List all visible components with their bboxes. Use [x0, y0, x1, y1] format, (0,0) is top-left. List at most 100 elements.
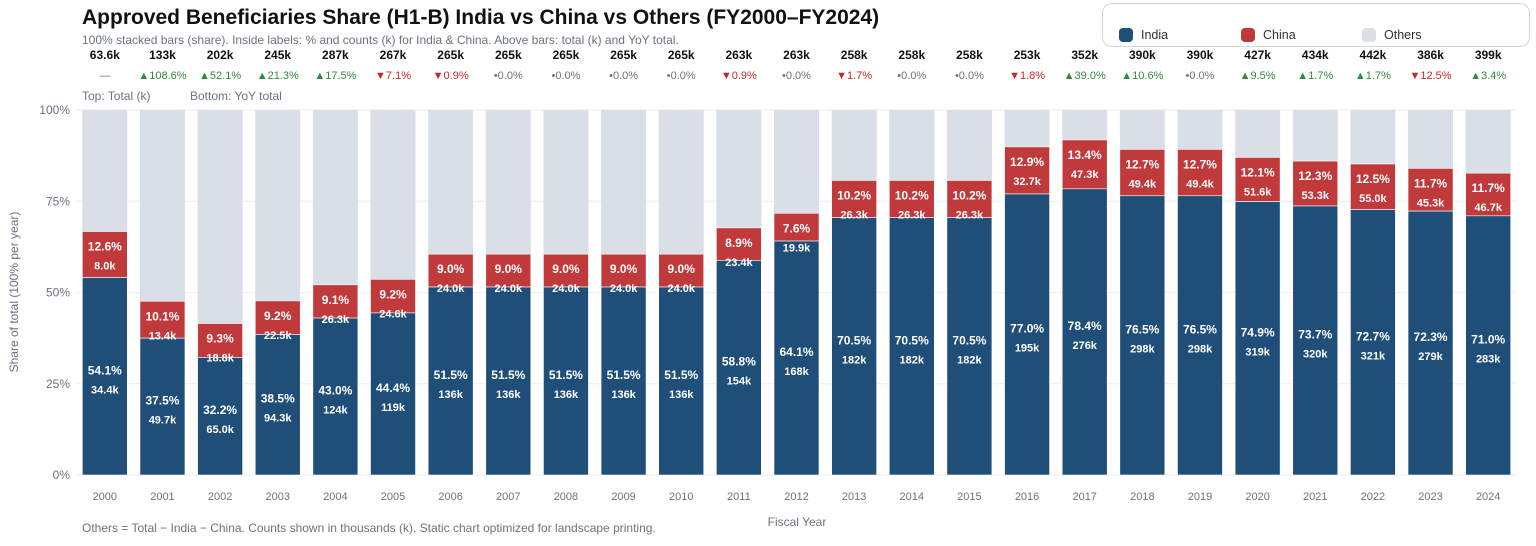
- y-tick-label: 100%: [39, 103, 70, 117]
- china-count-label: 53.3k: [1301, 190, 1329, 202]
- total-label: 267k: [380, 48, 407, 62]
- china-count-label: 24.6k: [379, 308, 407, 320]
- china-pct-label: 13.4%: [1068, 148, 1102, 162]
- bar-india: [427, 286, 474, 476]
- india-pct-label: 64.1%: [779, 345, 813, 359]
- china-pct-label: 12.1%: [1241, 165, 1275, 179]
- india-pct-label: 44.4%: [376, 381, 410, 395]
- bar-india: [1061, 188, 1108, 476]
- bar-others: [774, 110, 819, 214]
- x-tick-label: 2016: [1015, 491, 1039, 503]
- bar-china: [1119, 149, 1166, 197]
- india-pct-label: 72.3%: [1414, 330, 1448, 344]
- yoy-label: ▲17.5%: [314, 70, 356, 82]
- china-count-label: 55.0k: [1359, 193, 1387, 205]
- yoy-label: ▲1.7%: [1355, 70, 1391, 82]
- bar-china: [312, 284, 359, 319]
- china-pct-label: 12.6%: [88, 240, 122, 254]
- india-count-label: 136k: [669, 389, 694, 401]
- total-label: 263k: [726, 48, 753, 62]
- total-label: 352k: [1071, 48, 1098, 62]
- bar-india: [716, 260, 762, 476]
- x-tick-label: 2014: [900, 491, 924, 503]
- bar-china: [1407, 168, 1454, 212]
- india-pct-label: 32.2%: [203, 403, 237, 417]
- x-tick-label: 2023: [1418, 491, 1442, 503]
- china-pct-label: 10.2%: [837, 188, 871, 202]
- bar-others: [197, 110, 243, 324]
- china-pct-label: 12.7%: [1125, 157, 1159, 171]
- bar-china: [1177, 149, 1223, 197]
- china-count-label: 24.0k: [552, 283, 580, 295]
- china-pct-label: 12.3%: [1298, 169, 1332, 183]
- chart-title: Approved Beneficiaries Share (H1-B) Indi…: [82, 6, 880, 29]
- bar-others: [1350, 110, 1396, 165]
- bar-india: [1004, 193, 1050, 476]
- india-pct-label: 70.5%: [837, 333, 871, 347]
- bar-china: [543, 253, 589, 288]
- bar-india: [543, 286, 589, 476]
- x-tick-label: 2018: [1130, 491, 1154, 503]
- china-pct-label: 10.1%: [145, 309, 179, 323]
- legend-item-others[interactable]: Others: [1362, 28, 1422, 42]
- bar-india: [1465, 215, 1511, 476]
- india-pct-label: 51.5%: [607, 368, 641, 382]
- yoy-label: ▲9.5%: [1240, 70, 1276, 82]
- china-count-label: 51.6k: [1244, 186, 1272, 198]
- bar-india: [82, 277, 128, 476]
- top-label-note: Top: Total (k): [82, 89, 150, 103]
- china-count-label: 24.0k: [437, 283, 465, 295]
- bar-china: [888, 180, 935, 218]
- india-count-label: 119k: [381, 402, 406, 414]
- yoy-label: ▲39.0%: [1064, 70, 1106, 82]
- china-count-label: 26.3k: [322, 314, 350, 326]
- china-pct-label: 9.0%: [552, 262, 580, 276]
- china-pct-label: 10.2%: [952, 188, 986, 202]
- china-count-label: 32.7k: [1013, 176, 1041, 188]
- china-count-label: 45.3k: [1417, 197, 1445, 209]
- x-tick-label: 2021: [1303, 491, 1327, 503]
- india-count-label: 182k: [842, 354, 867, 366]
- bar-others: [1465, 110, 1511, 174]
- total-label: 258k: [841, 48, 868, 62]
- china-count-label: 19.9k: [783, 242, 811, 254]
- india-pct-label: 74.9%: [1241, 325, 1275, 339]
- legend-item-china[interactable]: China: [1241, 28, 1296, 42]
- india-pct-label: 38.5%: [261, 392, 295, 406]
- bar-china: [139, 300, 186, 339]
- legend-item-india[interactable]: India: [1119, 28, 1168, 42]
- bar-india: [1350, 209, 1396, 476]
- x-tick-label: 2024: [1476, 491, 1500, 503]
- bar-others: [946, 110, 992, 181]
- bar-china: [831, 180, 877, 218]
- chart-footer: Others = Total − India − China. Counts s…: [82, 521, 656, 535]
- china-pct-label: 9.2%: [264, 309, 292, 323]
- x-tick-label: 2012: [784, 491, 808, 503]
- yoy-label: ▲21.3%: [257, 70, 299, 82]
- total-label: 399k: [1475, 48, 1502, 62]
- legend-label: China: [1263, 28, 1296, 42]
- china-pct-label: 7.6%: [783, 221, 811, 235]
- india-pct-label: 77.0%: [1010, 321, 1044, 335]
- total-label: 202k: [207, 48, 234, 62]
- china-pct-label: 10.2%: [895, 188, 929, 202]
- x-tick-label: 2001: [150, 491, 174, 503]
- total-label: 427k: [1244, 48, 1271, 62]
- bar-others: [831, 110, 877, 181]
- bar-china: [1465, 172, 1511, 217]
- india-count-label: 65.0k: [206, 424, 234, 436]
- india-count-label: 320k: [1303, 348, 1328, 360]
- bar-india: [197, 357, 243, 476]
- bar-india: [1407, 210, 1454, 476]
- bar-india: [254, 334, 301, 476]
- bar-others: [1292, 110, 1338, 162]
- yoy-label: ▲10.6%: [1121, 70, 1163, 82]
- india-count-label: 319k: [1245, 346, 1270, 358]
- bar-others: [1408, 110, 1454, 169]
- china-pct-label: 9.0%: [495, 262, 523, 276]
- yoy-label: •0.0%: [551, 70, 580, 82]
- bar-china: [946, 180, 993, 218]
- legend-swatch-china: [1241, 28, 1255, 42]
- total-label: 390k: [1129, 48, 1156, 62]
- total-label: 263k: [783, 48, 810, 62]
